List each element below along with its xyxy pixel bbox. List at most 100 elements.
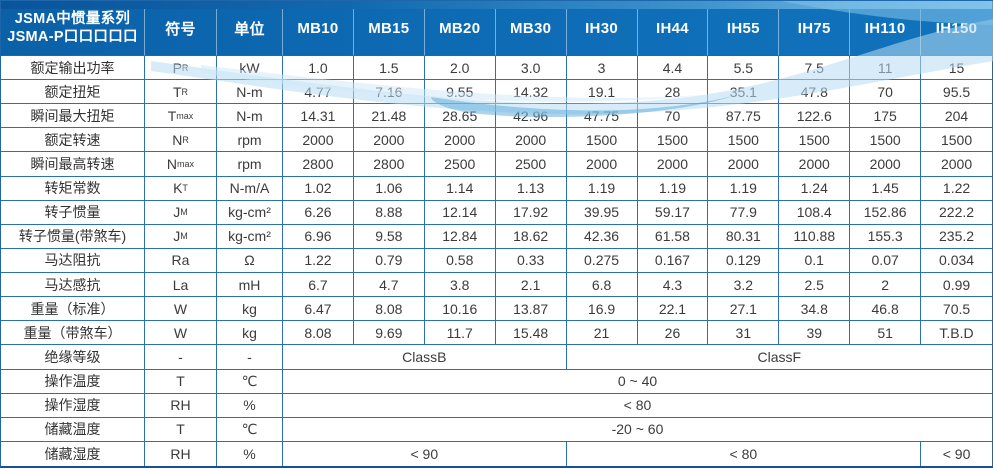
spec-value-cell: 1.13 — [495, 176, 567, 201]
spec-value-cell: 13.87 — [495, 297, 567, 322]
model-header-ih150: IH150 — [921, 1, 992, 56]
row-unit: kg — [217, 297, 283, 322]
spec-value-cell: 1500 — [566, 128, 638, 153]
spec-value-cell: 15.48 — [495, 321, 567, 346]
spec-value-cell: 2.5 — [779, 273, 851, 298]
spec-value-cell: 152.86 — [850, 200, 922, 225]
spec-value-cell: 0.33 — [495, 248, 567, 274]
spec-value-cell: 14.32 — [495, 80, 567, 105]
spec-value-cell: 1.02 — [283, 176, 354, 201]
spec-value-cell: 19.1 — [566, 80, 638, 105]
spec-value-cell: 9.58 — [353, 224, 425, 249]
spec-value-cell: 1.14 — [424, 176, 496, 201]
spec-value-cell: < 90 — [283, 441, 567, 466]
spec-value-cell: 204 — [921, 104, 992, 129]
spec-value-cell: 4.4 — [637, 56, 709, 81]
spec-value-cell: 42.36 — [566, 224, 638, 249]
row-symbol: W — [145, 297, 217, 322]
row-symbol: W — [145, 321, 217, 346]
row-label: 转矩常数 — [1, 176, 145, 201]
spec-value-cell: 1.5 — [353, 56, 425, 81]
spec-value-cell: 0.07 — [850, 248, 922, 274]
spec-value-cell: 1.19 — [637, 176, 709, 201]
spec-value-cell: 10.16 — [424, 297, 496, 322]
spec-value-cell: 0.58 — [424, 248, 496, 274]
spec-value-cell: 1500 — [637, 128, 709, 153]
spec-value-cell: 95.5 — [921, 80, 992, 105]
row-unit: % — [217, 441, 283, 466]
spec-value-cell: 47.8 — [779, 80, 851, 105]
row-unit: kg-cm² — [217, 200, 283, 225]
row-unit: N-m — [217, 104, 283, 129]
row-label: 绝缘等级 — [1, 345, 145, 370]
symbol-base: J — [173, 228, 181, 245]
spec-value-cell: 21.48 — [353, 104, 425, 129]
symbol-base: N — [166, 156, 178, 173]
symbol-base: T — [176, 373, 185, 390]
spec-value-cell: 110.88 — [779, 224, 851, 249]
spec-value-cell: 80.31 — [708, 224, 780, 249]
spec-value-cell: 2.1 — [495, 273, 567, 298]
row-symbol: RH — [145, 441, 217, 466]
row-symbol: T — [145, 369, 217, 394]
row-label: 转子惯量 — [1, 200, 145, 225]
spec-value-cell: 39.95 — [566, 200, 638, 225]
row-label: 操作湿度 — [1, 393, 145, 418]
row-unit: - — [217, 345, 283, 370]
spec-value-cell: 1500 — [921, 128, 992, 153]
spec-value-cell: 8.08 — [283, 321, 354, 346]
spec-value-cell: 1500 — [708, 128, 780, 153]
spec-value-cell: 22.1 — [637, 297, 709, 322]
row-unit: N-m — [217, 80, 283, 105]
spec-value-cell: 0 ~ 40 — [283, 369, 992, 394]
row-label: 储藏温度 — [1, 417, 145, 442]
row-label: 重量（带煞车） — [1, 321, 145, 346]
spec-value-cell: 35.1 — [708, 80, 780, 105]
spec-value-cell: < 80 — [283, 393, 992, 418]
model-header-ih110: IH110 — [850, 1, 922, 56]
series-title-cell: JSMA中惯量系列 JSMA-P口口口口口 — [1, 1, 145, 56]
spec-value-cell: ClassB — [283, 345, 567, 370]
spec-value-cell: 70 — [850, 80, 922, 105]
spec-value-cell: -20 ~ 60 — [283, 417, 992, 442]
row-symbol: - — [145, 345, 217, 370]
spec-value-cell: 0.275 — [566, 248, 638, 274]
model-header-ih75: IH75 — [779, 1, 851, 56]
spec-value-cell: < 80 — [566, 441, 922, 466]
symbol-base: T — [167, 107, 177, 124]
spec-value-cell: 235.2 — [921, 224, 992, 249]
spec-value-cell: 21 — [566, 321, 638, 346]
row-unit: % — [217, 393, 283, 418]
spec-value-cell: 4.77 — [283, 80, 354, 105]
model-header-mb15: MB15 — [353, 1, 425, 56]
spec-value-cell: 16.9 — [566, 297, 638, 322]
spec-value-cell: 87.75 — [708, 104, 780, 129]
row-label: 操作温度 — [1, 369, 145, 394]
spec-value-cell: 1.22 — [283, 248, 354, 274]
spec-value-cell: 70.5 — [921, 297, 992, 322]
symbol-base: RH — [170, 445, 191, 462]
row-label: 转子惯量(带煞车) — [1, 224, 145, 249]
spec-value-cell: 4.3 — [637, 273, 709, 298]
spec-value-cell: 2000 — [495, 128, 567, 153]
model-header-ih55: IH55 — [708, 1, 780, 56]
spec-value-cell: 3 — [566, 56, 638, 81]
spec-value-cell: 2000 — [779, 152, 851, 177]
spec-value-cell: 17.92 — [495, 200, 567, 225]
spec-value-cell: 2000 — [353, 128, 425, 153]
row-unit: ℃ — [217, 369, 283, 394]
spec-value-cell: 2.0 — [424, 56, 496, 81]
row-unit: kg — [217, 321, 283, 346]
spec-value-cell: 155.3 — [850, 224, 922, 249]
spec-value-cell: ClassF — [566, 345, 992, 370]
symbol-base: La — [172, 276, 189, 293]
spec-value-cell: 1.24 — [779, 176, 851, 201]
spec-value-cell: 28 — [637, 80, 709, 105]
spec-value-cell: 42.96 — [495, 104, 567, 129]
spec-value-cell: 2800 — [283, 152, 354, 177]
model-header-ih30: IH30 — [566, 1, 638, 56]
spec-value-cell: 0.167 — [637, 248, 709, 274]
